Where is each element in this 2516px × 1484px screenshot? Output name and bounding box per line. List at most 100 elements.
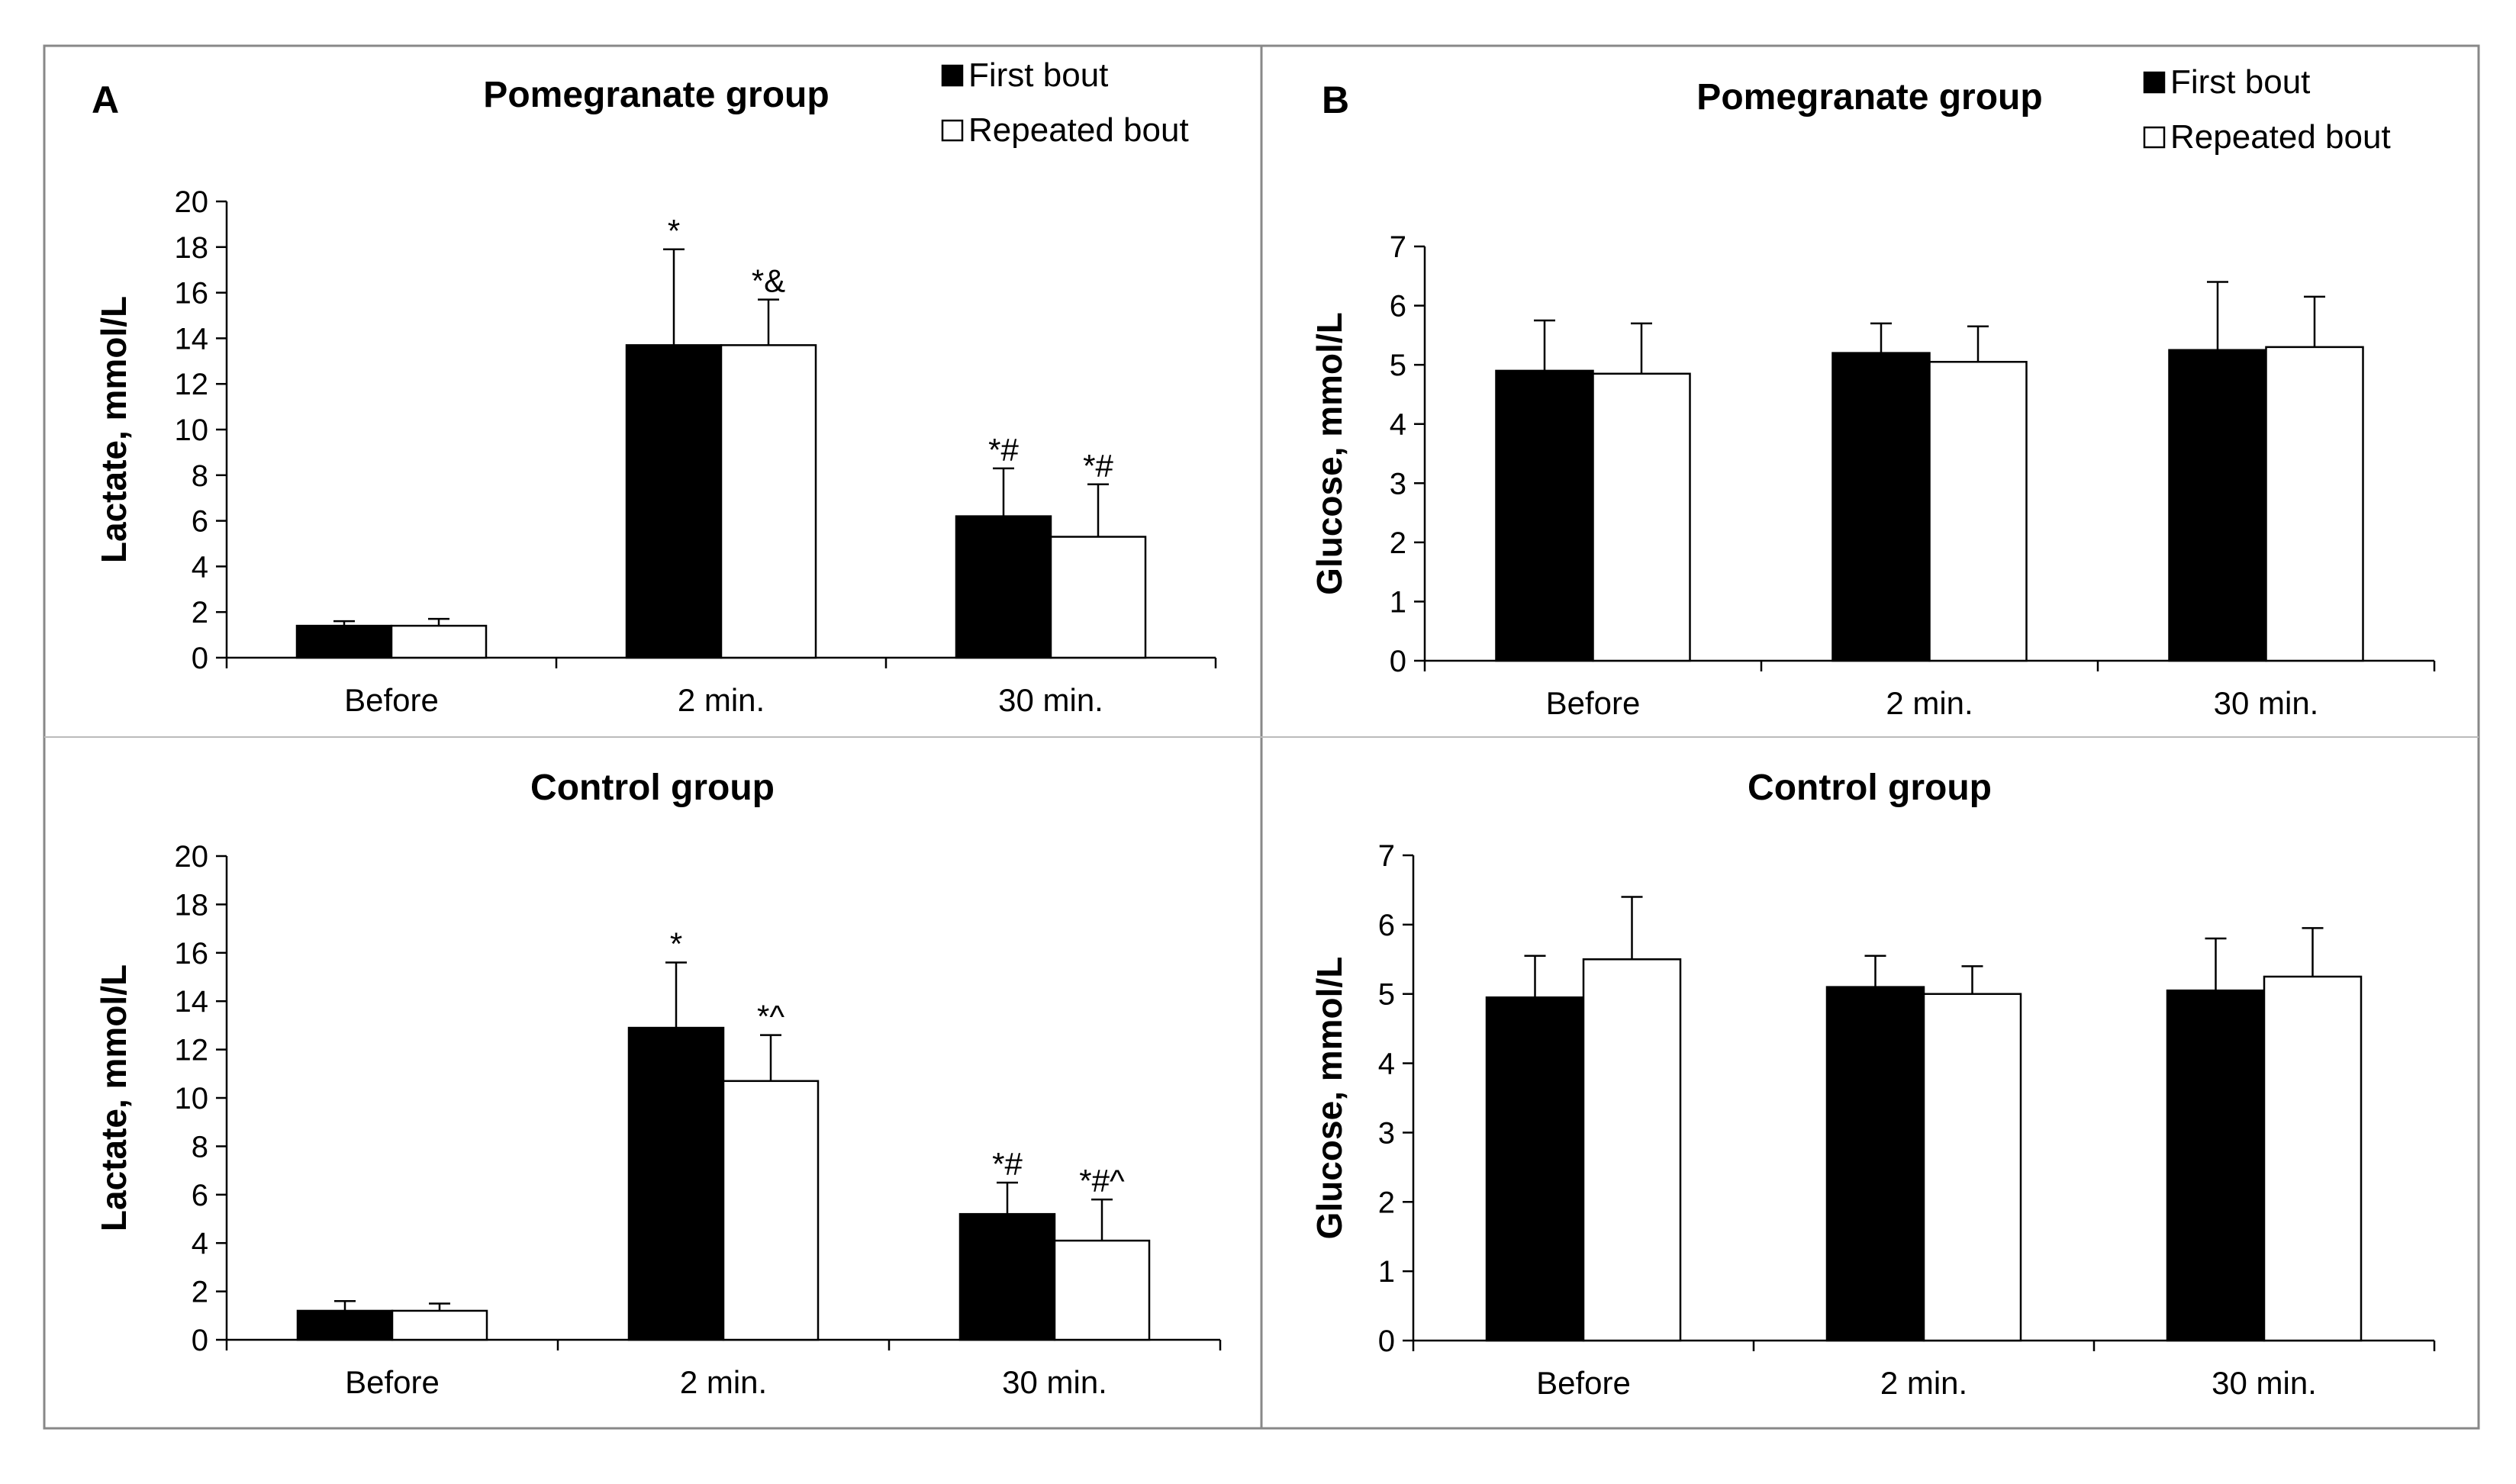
y-tick-label: 4 [1390, 408, 1406, 442]
panel-label: B [1322, 79, 1349, 121]
bar-repeated-bout [1049, 536, 1147, 659]
x-tick-label: Before [344, 682, 439, 718]
chart-control-glucose: Control group Glucose, mmol/L 0 1 2 3 4 5 6 7 Befo… [1310, 768, 2436, 1401]
bar-first-bout [296, 1309, 394, 1341]
bar-repeated-bout [391, 1309, 488, 1341]
significance-label-first-bout: * [670, 925, 682, 961]
bar-repeated-bout [1928, 361, 2028, 662]
y-tick-label: 0 [1378, 1325, 1395, 1358]
y-tick-label: 1 [1390, 585, 1406, 619]
y-tick-label: 6 [1390, 290, 1406, 324]
y-tick-label: 4 [192, 1227, 208, 1260]
bar-first-bout [1485, 996, 1585, 1342]
y-tick-label: 12 [175, 368, 209, 401]
legend-label-repeated-bout: Repeated bout [2170, 118, 2391, 156]
significance-label-first-bout: * [668, 213, 680, 249]
y-tick-label: 14 [175, 985, 209, 1019]
y-tick-label: 6 [1378, 909, 1395, 942]
y-tick-label: 16 [175, 277, 209, 311]
y-tick-label: 1 [1378, 1255, 1395, 1289]
y-tick-label: 20 [175, 840, 209, 874]
y-tick-label: 7 [1390, 230, 1406, 264]
x-tick-label: Before [1546, 685, 1641, 721]
y-tick-label: 2 [192, 596, 208, 629]
y-tick-label: 2 [1390, 526, 1406, 560]
y-tick-label: 7 [1378, 839, 1395, 873]
chart-pomegranate-lactate: A Pomegranate group First bout Repeated bou… [92, 56, 1217, 718]
bar-first-bout [2166, 989, 2266, 1342]
x-tick-label: 30 min. [2212, 1365, 2317, 1401]
figure-frame [43, 44, 2480, 1430]
panel-label: A [92, 79, 119, 121]
y-tick-label: 18 [175, 888, 209, 922]
y-tick-label: 2 [1378, 1186, 1395, 1219]
y-tick-label: 3 [1378, 1116, 1395, 1150]
significance-label-repeated-bout: *& [752, 263, 785, 299]
x-tick-label: Before [345, 1364, 440, 1400]
x-tick-label: 2 min. [1880, 1365, 1967, 1401]
bar-first-bout [2168, 349, 2267, 662]
chart-pomegranate-glucose: B Pomegranate group First bout Repeated bou… [1310, 63, 2436, 721]
bar-first-bout [625, 344, 723, 659]
bar-repeated-bout [390, 624, 488, 659]
bar-repeated-bout [720, 344, 817, 659]
y-axis-label: Glucose, mmol/L [1310, 957, 1349, 1240]
bar-first-bout [1831, 352, 1931, 662]
significance-label-repeated-bout: *^ [757, 999, 784, 1035]
y-tick-label: 6 [192, 505, 208, 539]
bar-repeated-bout [1592, 372, 1691, 662]
significance-label-repeated-bout: *# [1083, 448, 1113, 484]
bar-first-bout [958, 1212, 1056, 1341]
y-tick-label: 4 [1378, 1048, 1395, 1081]
y-tick-label: 20 [175, 185, 209, 219]
bar-repeated-bout [2263, 975, 2363, 1342]
y-tick-label: 0 [192, 642, 208, 675]
y-tick-label: 14 [175, 322, 209, 356]
y-tick-label: 10 [175, 1082, 209, 1115]
y-tick-label: 12 [175, 1034, 209, 1067]
y-tick-label: 10 [175, 414, 209, 447]
y-axis-label: Lactate, mmol/L [94, 296, 134, 563]
bar-repeated-bout [1053, 1239, 1151, 1341]
bar-first-bout [955, 515, 1052, 659]
bar-first-bout [295, 624, 393, 659]
y-tick-label: 0 [1390, 645, 1406, 678]
y-tick-label: 16 [175, 937, 209, 971]
legend-swatch-repeated-bout [941, 119, 964, 142]
legend-label-first-bout: First bout [968, 56, 1108, 94]
x-tick-label: 30 min. [1002, 1364, 1107, 1400]
y-tick-label: 2 [192, 1276, 208, 1309]
y-tick-label: 4 [192, 550, 208, 584]
x-tick-label: 2 min. [680, 1364, 767, 1400]
legend-swatch-first-bout [2143, 71, 2166, 94]
legend-swatch-repeated-bout [2143, 126, 2166, 149]
bar-first-bout [1495, 369, 1594, 662]
significance-label-repeated-bout: *#^ [1079, 1163, 1125, 1199]
bar-repeated-bout [1922, 993, 2022, 1342]
chart-title: Control group [530, 768, 775, 808]
x-tick-label: 30 min. [2214, 685, 2319, 721]
bar-repeated-bout [2265, 346, 2364, 662]
x-tick-label: 30 min. [998, 682, 1103, 718]
x-tick-label: 2 min. [678, 682, 765, 718]
y-tick-label: 6 [192, 1179, 208, 1212]
bar-first-bout [1825, 986, 1925, 1342]
chart-title: Control group [1748, 768, 1992, 808]
bar-repeated-bout [1582, 958, 1682, 1342]
y-tick-label: 5 [1390, 349, 1406, 382]
y-tick-label: 8 [192, 1130, 208, 1164]
significance-label-first-bout: *# [988, 432, 1019, 468]
y-axis-label: Glucose, mmol/L [1310, 312, 1349, 595]
y-tick-label: 5 [1378, 978, 1395, 1012]
chart-title: Pomegranate group [483, 75, 829, 115]
legend-label-first-bout: First bout [2170, 63, 2310, 101]
significance-label-first-bout: *# [992, 1146, 1023, 1182]
chart-control-lactate: Control group Lactate, mmol/L 0 2 4 6 8 10 12 14 1… [94, 768, 1222, 1400]
y-tick-label: 8 [192, 459, 208, 493]
y-tick-label: 3 [1390, 467, 1406, 501]
bar-repeated-bout [722, 1080, 820, 1341]
legend-label-repeated-bout: Repeated bout [968, 111, 1189, 149]
legend-swatch-first-bout [941, 64, 964, 87]
y-tick-label: 18 [175, 231, 209, 265]
